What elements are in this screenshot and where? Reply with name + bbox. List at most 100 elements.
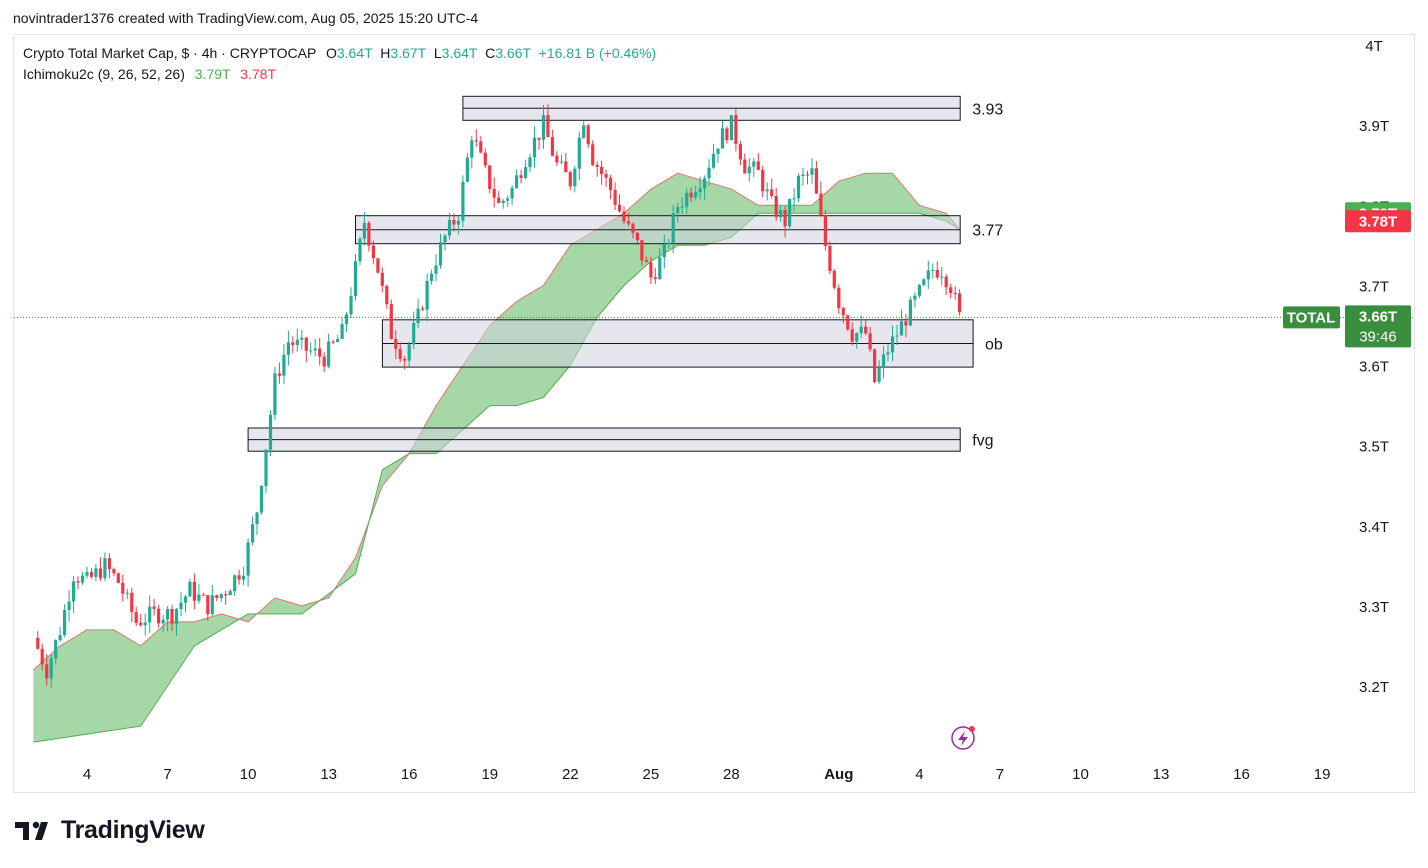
candle-body[interactable] <box>537 137 541 140</box>
candle-body[interactable] <box>130 592 134 612</box>
candle-body[interactable] <box>58 635 62 641</box>
candle-body[interactable] <box>224 594 228 596</box>
candle-body[interactable] <box>622 211 626 222</box>
candle-body[interactable] <box>546 115 550 138</box>
candle-body[interactable] <box>353 261 358 297</box>
candle-body[interactable] <box>362 222 366 239</box>
candle-body[interactable] <box>304 337 308 351</box>
candle-body[interactable] <box>385 285 389 305</box>
candle-body[interactable] <box>80 575 85 583</box>
candle-body[interactable] <box>259 486 264 513</box>
candle-body[interactable] <box>219 594 223 598</box>
candle-body[interactable] <box>63 610 67 636</box>
candle-body[interactable] <box>680 206 684 208</box>
candle-body[interactable] <box>36 637 40 649</box>
candle-body[interactable] <box>483 152 487 166</box>
candle-body[interactable] <box>908 299 912 326</box>
candle-body[interactable] <box>819 193 823 216</box>
candle-body[interactable] <box>461 181 465 221</box>
candle-body[interactable] <box>747 166 751 174</box>
candle-body[interactable] <box>465 157 469 182</box>
candle-body[interactable] <box>667 242 671 244</box>
candle-body[interactable] <box>765 189 769 192</box>
candle-body[interactable] <box>864 326 868 334</box>
candle-body[interactable] <box>192 581 196 601</box>
candle-body[interactable] <box>953 293 957 294</box>
candle-body[interactable] <box>161 619 165 624</box>
candle-body[interactable] <box>322 356 326 367</box>
candle-body[interactable] <box>922 279 926 285</box>
candle-body[interactable] <box>376 258 380 273</box>
candle-body[interactable] <box>430 273 434 281</box>
candle-body[interactable] <box>541 115 546 140</box>
candle-body[interactable] <box>814 168 818 194</box>
candle-body[interactable] <box>711 153 716 168</box>
candle-body[interactable] <box>403 358 407 361</box>
candle-body[interactable] <box>295 339 299 346</box>
candle-body[interactable] <box>103 558 107 579</box>
candle-body[interactable] <box>644 260 648 263</box>
candle-body[interactable] <box>76 581 80 583</box>
candle-body[interactable] <box>792 198 796 200</box>
candle-body[interactable] <box>761 169 765 192</box>
candle-body[interactable] <box>832 271 836 288</box>
candle-body[interactable] <box>886 352 890 355</box>
candle-body[interactable] <box>309 350 313 352</box>
candle-body[interactable] <box>157 608 161 624</box>
candle-body[interactable] <box>609 177 613 190</box>
candle-body[interactable] <box>846 315 850 330</box>
candle-body[interactable] <box>577 137 581 169</box>
candle-body[interactable] <box>201 594 205 596</box>
candle-body[interactable] <box>264 449 268 487</box>
candle-body[interactable] <box>716 148 720 154</box>
candle-body[interactable] <box>497 197 501 203</box>
candle-body[interactable] <box>805 174 810 176</box>
candle-body[interactable] <box>841 308 845 316</box>
candle-body[interactable] <box>170 609 174 624</box>
candle-body[interactable] <box>613 189 617 205</box>
candle-body[interactable] <box>94 568 98 577</box>
candle-body[interactable] <box>949 287 953 293</box>
candle-body[interactable] <box>116 573 120 583</box>
candle-body[interactable] <box>49 658 53 679</box>
candle-body[interactable] <box>344 314 349 325</box>
candle-body[interactable] <box>770 189 774 196</box>
candle-body[interactable] <box>40 648 44 665</box>
candle-body[interactable] <box>913 295 917 300</box>
candle-body[interactable] <box>358 238 362 262</box>
candle-body[interactable] <box>559 161 563 163</box>
candle-body[interactable] <box>179 602 183 609</box>
candle-body[interactable] <box>519 175 523 178</box>
candle-body[interactable] <box>604 174 608 178</box>
candle-body[interactable] <box>438 242 443 266</box>
candle-body[interactable] <box>474 140 478 142</box>
candle-body[interactable] <box>197 594 201 601</box>
candle-body[interactable] <box>492 189 496 198</box>
candle-body[interactable] <box>779 210 783 218</box>
candle-body[interactable] <box>926 270 930 280</box>
candle-body[interactable] <box>318 348 322 357</box>
candle-body[interactable] <box>895 335 899 337</box>
candle-body[interactable] <box>931 269 935 271</box>
candle-body[interactable] <box>958 293 962 313</box>
candle-body[interactable] <box>398 348 402 359</box>
candle-body[interactable] <box>268 414 273 450</box>
symbol-legend[interactable]: Crypto Total Market Cap, $ · 4h · CRYPTO… <box>23 45 656 61</box>
candle-body[interactable] <box>524 167 528 178</box>
candle-body[interactable] <box>134 612 138 623</box>
candle-body[interactable] <box>300 337 304 340</box>
candle-body[interactable] <box>676 207 680 214</box>
candle-body[interactable] <box>447 220 452 236</box>
candle-body[interactable] <box>188 581 192 597</box>
candle-body[interactable] <box>349 296 353 315</box>
candle-body[interactable] <box>506 198 510 201</box>
candle-body[interactable] <box>855 333 859 342</box>
indicator-name[interactable]: Ichimoku2c (9, 26, 52, 26) <box>23 66 185 82</box>
candle-body[interactable] <box>658 257 662 279</box>
candle-body[interactable] <box>877 368 881 382</box>
candle-body[interactable] <box>653 277 657 279</box>
candle-body[interactable] <box>479 141 483 153</box>
candle-body[interactable] <box>277 373 281 376</box>
candle-body[interactable] <box>573 168 577 187</box>
candle-body[interactable] <box>783 210 787 227</box>
